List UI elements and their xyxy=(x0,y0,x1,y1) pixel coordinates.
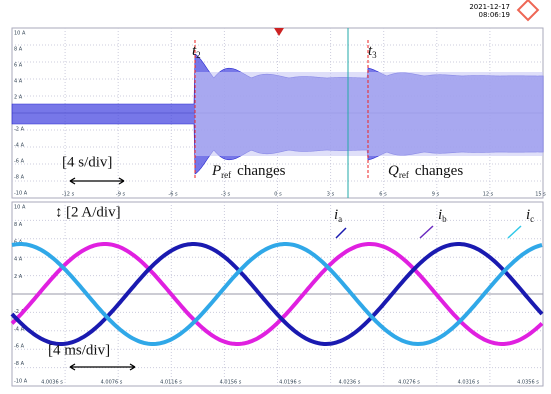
x-tick-label: 4.0036 s xyxy=(41,380,63,386)
label-base: Q xyxy=(388,163,399,179)
label-text: changes xyxy=(415,163,463,179)
time-scale: [4 s/div] xyxy=(62,154,112,170)
amp-scale: [2 A/div] xyxy=(66,204,121,220)
x-tick-label: 6 s xyxy=(379,192,387,198)
x-tick-label: -12 s xyxy=(62,192,75,198)
label-sub: c xyxy=(530,214,534,224)
label-text: changes xyxy=(237,163,285,179)
x-tick-label: -9 s xyxy=(116,192,126,198)
y-tick-label: 10 A xyxy=(14,205,26,211)
y-tick-label: 6 A xyxy=(14,63,23,69)
y-tick-label: -6 A xyxy=(14,159,25,165)
y-tick-label: 8 A xyxy=(14,47,23,53)
label-sub: b xyxy=(442,214,447,224)
envelope-core xyxy=(195,72,543,156)
label-sub: 2 xyxy=(196,50,201,60)
y-tick-label: 10 A xyxy=(14,31,26,37)
y-tick-label: 2 A xyxy=(14,274,23,280)
y-tick-label: 4 A xyxy=(14,79,23,85)
y-tick-label: -6 A xyxy=(14,344,25,350)
label-sub: a xyxy=(338,214,342,224)
x-tick-label: 4.0196 s xyxy=(279,380,301,386)
y-tick-label: -10 A xyxy=(14,379,28,385)
time: 08:06:19 xyxy=(479,11,510,19)
label-sub: ref xyxy=(221,170,231,180)
y-tick-label: 2 A xyxy=(14,95,23,101)
x-tick-label: -3 s xyxy=(221,192,231,198)
x-tick-label: 4.0076 s xyxy=(101,380,123,386)
y-tick-label: -8 A xyxy=(14,361,25,367)
x-tick-label: 4.0316 s xyxy=(458,380,480,386)
label-sub: ref xyxy=(399,170,409,180)
label-sub: 3 xyxy=(372,50,377,60)
label-base: P xyxy=(211,163,221,179)
date: 2021-12-17 xyxy=(469,3,510,11)
x-tick-label: 9 s xyxy=(432,192,440,198)
x-tick-label: 15 s xyxy=(535,192,546,198)
x-tick-label: -6 s xyxy=(168,192,178,198)
x-tick-label: 12 s xyxy=(483,192,494,198)
x-tick-label: 4.0236 s xyxy=(339,380,361,386)
x-tick-label: 3 s xyxy=(327,192,335,198)
x-tick-label: 4.0156 s xyxy=(220,380,242,386)
y-tick-label: -10 A xyxy=(14,191,28,197)
scope-screen: 2021-12-17 08:06:19 10 A 8 A 6 A 4 A 2 A -2 A… xyxy=(0,0,551,390)
x-tick-label: 0 s xyxy=(274,192,282,198)
x-tick-label: 4.0276 s xyxy=(398,380,420,386)
y-tick-label: -4 A xyxy=(14,143,25,149)
y-tick-label: -2 A xyxy=(14,127,25,133)
arrow-glyph: ↕ xyxy=(55,204,63,220)
y-tick-label: 4 A xyxy=(14,257,23,263)
time-scale: [4 ms/div] xyxy=(48,342,110,358)
x-tick-label: 4.0356 s xyxy=(517,380,539,386)
y-tick-label: 8 A xyxy=(14,222,23,228)
y-tick-label: -8 A xyxy=(14,175,25,181)
x-tick-label: 4.0116 s xyxy=(160,380,182,386)
